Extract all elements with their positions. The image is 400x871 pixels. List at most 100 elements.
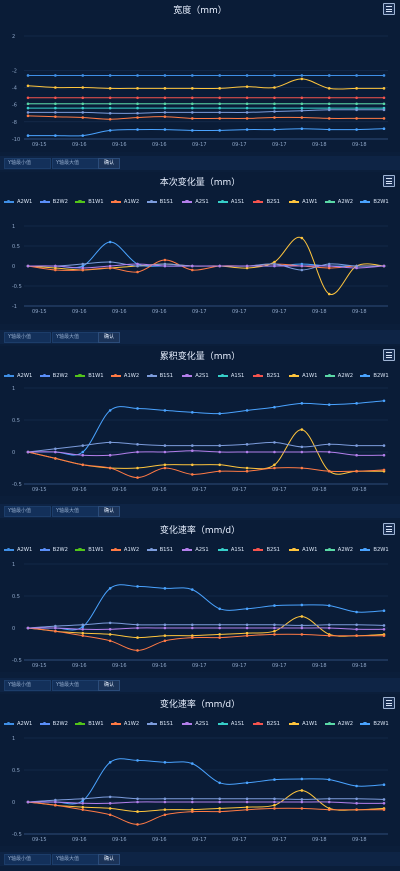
legend-item-b2w2[interactable]: B2W2 <box>39 370 76 382</box>
y-max-input[interactable]: Y轴最大值 <box>52 158 99 169</box>
data-point <box>355 96 358 100</box>
legend-item-b2w2[interactable]: B2W2 <box>39 196 76 208</box>
legend-item-a2w2[interactable]: A2W2 <box>324 370 361 382</box>
legend-item-a1w2[interactable]: A1W2 <box>110 718 147 730</box>
legend-item-a2w1[interactable]: A2W1 <box>4 196 40 208</box>
legend-swatch <box>110 547 121 552</box>
legend-item-b1w1[interactable]: B1W1 <box>75 196 111 208</box>
menu-icon[interactable] <box>383 523 395 535</box>
legend-item-a1w2[interactable]: A1W2 <box>110 544 147 556</box>
data-point <box>382 808 386 811</box>
y-min-input[interactable]: Y轴最小值 <box>4 506 51 517</box>
y-min-input[interactable]: Y轴最小值 <box>4 680 51 691</box>
data-point <box>300 789 304 792</box>
y-max-input[interactable]: Y轴最大值 <box>52 332 99 343</box>
legend-item-a1w1[interactable]: A1W1 <box>289 718 325 730</box>
data-point <box>218 102 221 106</box>
data-point <box>81 805 85 809</box>
legend-item-a2s1[interactable]: A2S1 <box>182 718 218 730</box>
series-line-b2w1 <box>27 128 385 137</box>
x-tick-label: 09-16 <box>112 309 127 315</box>
legend-item-b1s1[interactable]: B1S1 <box>146 196 183 208</box>
legend-item-a2s1[interactable]: A2S1 <box>182 544 218 556</box>
data-point <box>327 626 331 630</box>
legend-item-a2w2[interactable]: A2W2 <box>324 196 361 208</box>
legend-item-a1w1[interactable]: A1W1 <box>289 370 325 382</box>
legend-item-b2w1[interactable]: B2W1 <box>360 196 396 208</box>
data-point <box>273 96 276 100</box>
confirm-button[interactable]: 确认 <box>98 158 120 169</box>
data-point <box>273 800 276 804</box>
confirm-button[interactable]: 确认 <box>98 506 120 517</box>
data-point <box>81 808 85 811</box>
legend-item-b2s1[interactable]: B2S1 <box>253 544 289 556</box>
axis-controls: Y轴最小值 Y轴最大值 确认 <box>0 156 400 170</box>
legend-item-b1s1[interactable]: B1S1 <box>146 718 183 730</box>
legend-item-b2s1[interactable]: B2S1 <box>253 718 289 730</box>
legend-swatch <box>39 547 50 552</box>
y-min-input[interactable]: Y轴最小值 <box>4 332 51 343</box>
data-point <box>163 102 167 106</box>
data-point <box>218 444 221 447</box>
legend-item-a2w1[interactable]: A2W1 <box>4 370 40 382</box>
legend-item-b1s1[interactable]: B1S1 <box>146 370 183 382</box>
legend-item-b2w1[interactable]: B2W1 <box>360 544 396 556</box>
legend: A2W1 B2W2 B1W1 A1W2 B1S1 A2S1 A1S1 B2S1 A1W1 A2W2… <box>4 370 396 382</box>
data-point <box>355 634 358 637</box>
legend-item-a2s1[interactable]: A2S1 <box>182 196 218 208</box>
data-point <box>108 111 112 115</box>
y-min-input[interactable]: Y轴最小值 <box>4 158 51 169</box>
legend-swatch <box>146 547 157 552</box>
legend-label: B2S1 <box>266 373 280 379</box>
legend-item-a1w1[interactable]: A1W1 <box>289 196 325 208</box>
menu-icon[interactable] <box>383 349 395 361</box>
legend-item-a2w1[interactable]: A2W1 <box>4 544 40 556</box>
legend-swatch <box>217 199 228 204</box>
legend-item-b2w2[interactable]: B2W2 <box>39 718 76 730</box>
confirm-button[interactable]: 确认 <box>98 332 120 343</box>
legend-item-a2w2[interactable]: A2W2 <box>324 544 361 556</box>
confirm-button[interactable]: 确认 <box>98 680 120 691</box>
legend-item-a1s1[interactable]: A1S1 <box>217 544 254 556</box>
data-point <box>245 781 249 785</box>
legend-item-a2s1[interactable]: A2S1 <box>182 370 218 382</box>
series-line-a1w2 <box>27 115 384 120</box>
legend-label: A2W1 <box>17 721 33 727</box>
legend-item-b2s1[interactable]: B2S1 <box>253 370 289 382</box>
menu-icon[interactable] <box>383 697 395 709</box>
legend-item-a1w2[interactable]: A1W2 <box>110 196 147 208</box>
legend-item-b2s1[interactable]: B2S1 <box>253 196 289 208</box>
x-tick-label: 09-17 <box>232 309 247 315</box>
legend-item-b1w1[interactable]: B1W1 <box>75 544 111 556</box>
legend-item-a1w1[interactable]: A1W1 <box>289 544 325 556</box>
legend-item-a2w1[interactable]: A2W1 <box>4 718 40 730</box>
legend-item-b2w2[interactable]: B2W2 <box>39 544 76 556</box>
data-point <box>300 428 304 431</box>
legend-item-b1w1[interactable]: B1W1 <box>75 370 111 382</box>
legend-item-a1s1[interactable]: A1S1 <box>217 196 254 208</box>
legend-item-b2w1[interactable]: B2W1 <box>360 718 396 730</box>
menu-icon[interactable] <box>383 175 395 187</box>
data-point <box>54 626 57 630</box>
data-point <box>273 629 276 633</box>
data-point <box>54 86 57 89</box>
data-point <box>245 266 249 270</box>
data-point <box>191 800 194 804</box>
menu-icon[interactable] <box>383 3 395 15</box>
legend-item-b1s1[interactable]: B1S1 <box>146 544 183 556</box>
y-min-input[interactable]: Y轴最小值 <box>4 854 51 865</box>
confirm-button[interactable]: 确认 <box>98 854 120 865</box>
legend-item-a1w2[interactable]: A1W2 <box>110 370 147 382</box>
legend-item-b1w1[interactable]: B1W1 <box>75 718 111 730</box>
y-max-input[interactable]: Y轴最大值 <box>52 854 99 865</box>
legend-label: A1W2 <box>123 199 140 205</box>
legend-item-b2w1[interactable]: B2W1 <box>360 370 396 382</box>
data-point <box>382 87 386 90</box>
legend-item-a1s1[interactable]: A1S1 <box>217 718 254 730</box>
data-point <box>245 106 249 110</box>
y-max-input[interactable]: Y轴最大值 <box>52 506 99 517</box>
legend-item-a2w2[interactable]: A2W2 <box>324 718 361 730</box>
y-max-input[interactable]: Y轴最大值 <box>52 680 99 691</box>
legend-item-a1s1[interactable]: A1S1 <box>217 370 254 382</box>
data-point <box>382 444 386 447</box>
